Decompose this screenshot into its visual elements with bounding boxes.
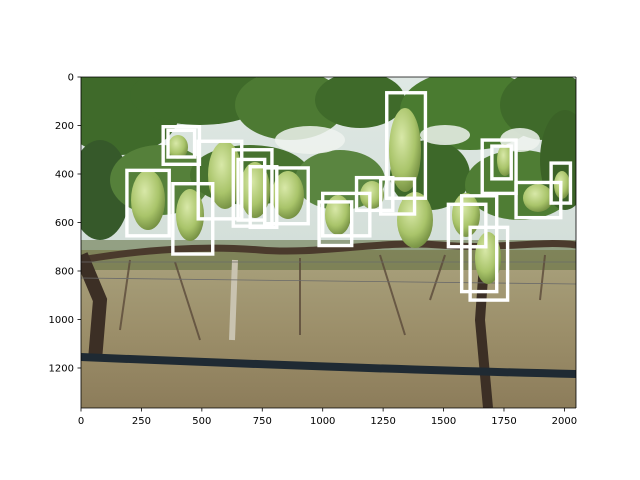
x-tick-label: 1750 — [491, 416, 516, 427]
bounding-box-21 — [549, 161, 573, 205]
axes-frame — [80, 76, 577, 409]
x-tick-label: 250 — [132, 416, 151, 427]
bounding-box-11 — [320, 191, 372, 238]
x-tick-label: 0 — [78, 416, 84, 427]
x-tick-label: 1250 — [370, 416, 395, 427]
x-axis-ticks: 0 250 500 750 1000 1250 1500 1750 2000 — [78, 408, 577, 427]
bounding-box-14 — [385, 91, 428, 200]
bounding-box-10 — [317, 200, 354, 248]
y-axis-ticks: 0 200 400 600 800 1000 1200 — [49, 73, 81, 374]
y-tick-label: 0 — [68, 73, 74, 84]
bounding-box-20 — [514, 180, 563, 220]
x-tick-label: 1500 — [431, 416, 456, 427]
x-tick-label: 750 — [253, 416, 272, 427]
bounding-box-16 — [459, 194, 499, 294]
bounding-box-17 — [468, 225, 510, 302]
x-tick-label: 500 — [192, 416, 211, 427]
y-tick-label: 200 — [55, 121, 74, 132]
bounding-box-5 — [196, 139, 244, 221]
bounding-box-19 — [490, 144, 513, 181]
y-tick-label: 400 — [55, 169, 74, 180]
y-tick-label: 800 — [55, 266, 74, 277]
bounding-box-15 — [446, 202, 488, 249]
bounding-boxes — [125, 91, 573, 302]
x-tick-label: 2000 — [552, 416, 577, 427]
bounding-box-2 — [166, 128, 197, 159]
bounding-box-12 — [354, 175, 395, 213]
bounding-box-18 — [480, 138, 518, 196]
y-tick-label: 600 — [55, 218, 74, 229]
bounding-box-3 — [125, 168, 171, 238]
bounding-box-9 — [262, 166, 310, 226]
x-tick-label: 1000 — [310, 416, 335, 427]
bounding-box-13 — [379, 177, 417, 216]
y-tick-label: 1200 — [49, 363, 74, 374]
vineyard-photo — [81, 77, 576, 408]
y-tick-label: 1000 — [49, 315, 74, 326]
